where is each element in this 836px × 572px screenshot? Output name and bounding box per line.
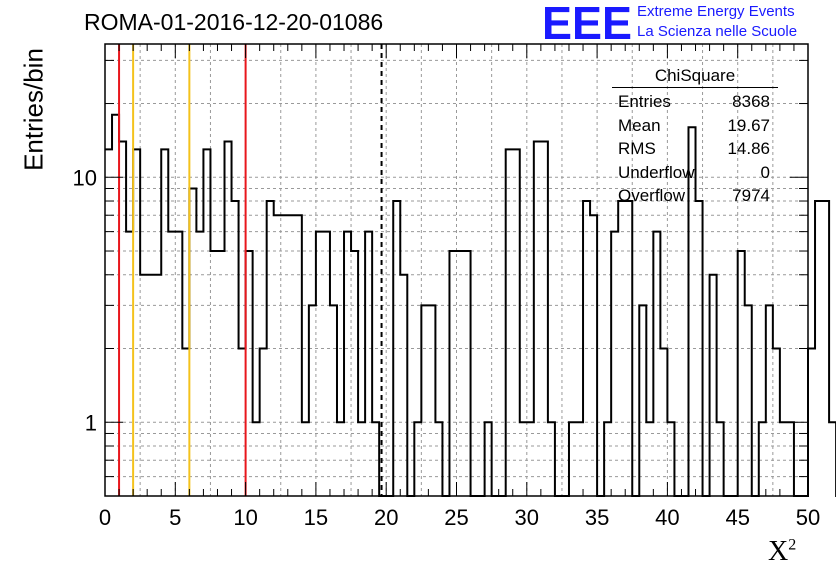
- stats-value: 0: [760, 162, 770, 182]
- stats-value: 19.67: [727, 115, 770, 135]
- x-tick-label: 0: [99, 505, 111, 530]
- stats-row-rms: RMS 14.86: [612, 137, 778, 161]
- stats-label: Underflow: [618, 162, 695, 182]
- stats-row-overflow: Overflow 7974: [612, 184, 778, 208]
- x-tick-label: 30: [515, 505, 539, 530]
- y-tick-label: 1: [85, 410, 97, 435]
- logo-tagline-1: Extreme Energy Events: [637, 3, 795, 20]
- stats-label: Mean: [618, 115, 661, 135]
- stats-label: RMS: [618, 139, 656, 158]
- eee-logo: EEE: [542, 2, 632, 42]
- x-tick-label: 40: [655, 505, 679, 530]
- logo-letters: EEE: [542, 2, 632, 42]
- y-tick-label: 10: [73, 165, 97, 190]
- logo-tagline-2: La Scienza nelle Scuole: [637, 23, 798, 40]
- chart-title: ROMA-01-2016-12-20-01086: [84, 9, 384, 35]
- x-tick-label: 15: [304, 505, 328, 530]
- x-axis-label: X2: [768, 536, 796, 568]
- x-axis-label-sup: 2: [788, 536, 797, 554]
- x-tick-label: 50: [796, 505, 820, 530]
- histogram-bars: [105, 113, 836, 497]
- stats-row-entries: Entries 8368: [612, 90, 778, 114]
- stats-row-mean: Mean 19.67: [612, 114, 778, 138]
- stats-row-underflow: Underflow 0: [612, 161, 778, 185]
- stats-value: 14.86: [727, 139, 770, 158]
- stats-label: Overflow: [618, 186, 686, 205]
- stats-title: ChiSquare: [612, 66, 778, 88]
- axis-ticks: [104, 44, 809, 497]
- stats-box: ChiSquare Entries 8368 Mean 19.67 RMS 14.86…: [612, 66, 778, 208]
- x-tick-label: 35: [585, 505, 609, 530]
- x-tick-label: 20: [374, 505, 398, 530]
- x-tick-label: 45: [725, 505, 749, 530]
- histogram-step-line: [105, 113, 836, 497]
- x-tick-label: 10: [233, 505, 257, 530]
- x-axis-label-base: X: [768, 536, 789, 567]
- x-tick-label: 5: [169, 505, 181, 530]
- stats-label: Entries: [618, 92, 671, 111]
- y-axis-label: Entries/bin: [18, 48, 49, 171]
- x-tick-label: 25: [444, 505, 468, 530]
- axis-tick-labels: 0 5 10 15 20 25 30 35 40 45 50 1 10: [73, 165, 821, 530]
- stats-value: 7974: [732, 186, 770, 205]
- stats-value: 8368: [732, 92, 770, 111]
- marker-lines: [118, 44, 383, 496]
